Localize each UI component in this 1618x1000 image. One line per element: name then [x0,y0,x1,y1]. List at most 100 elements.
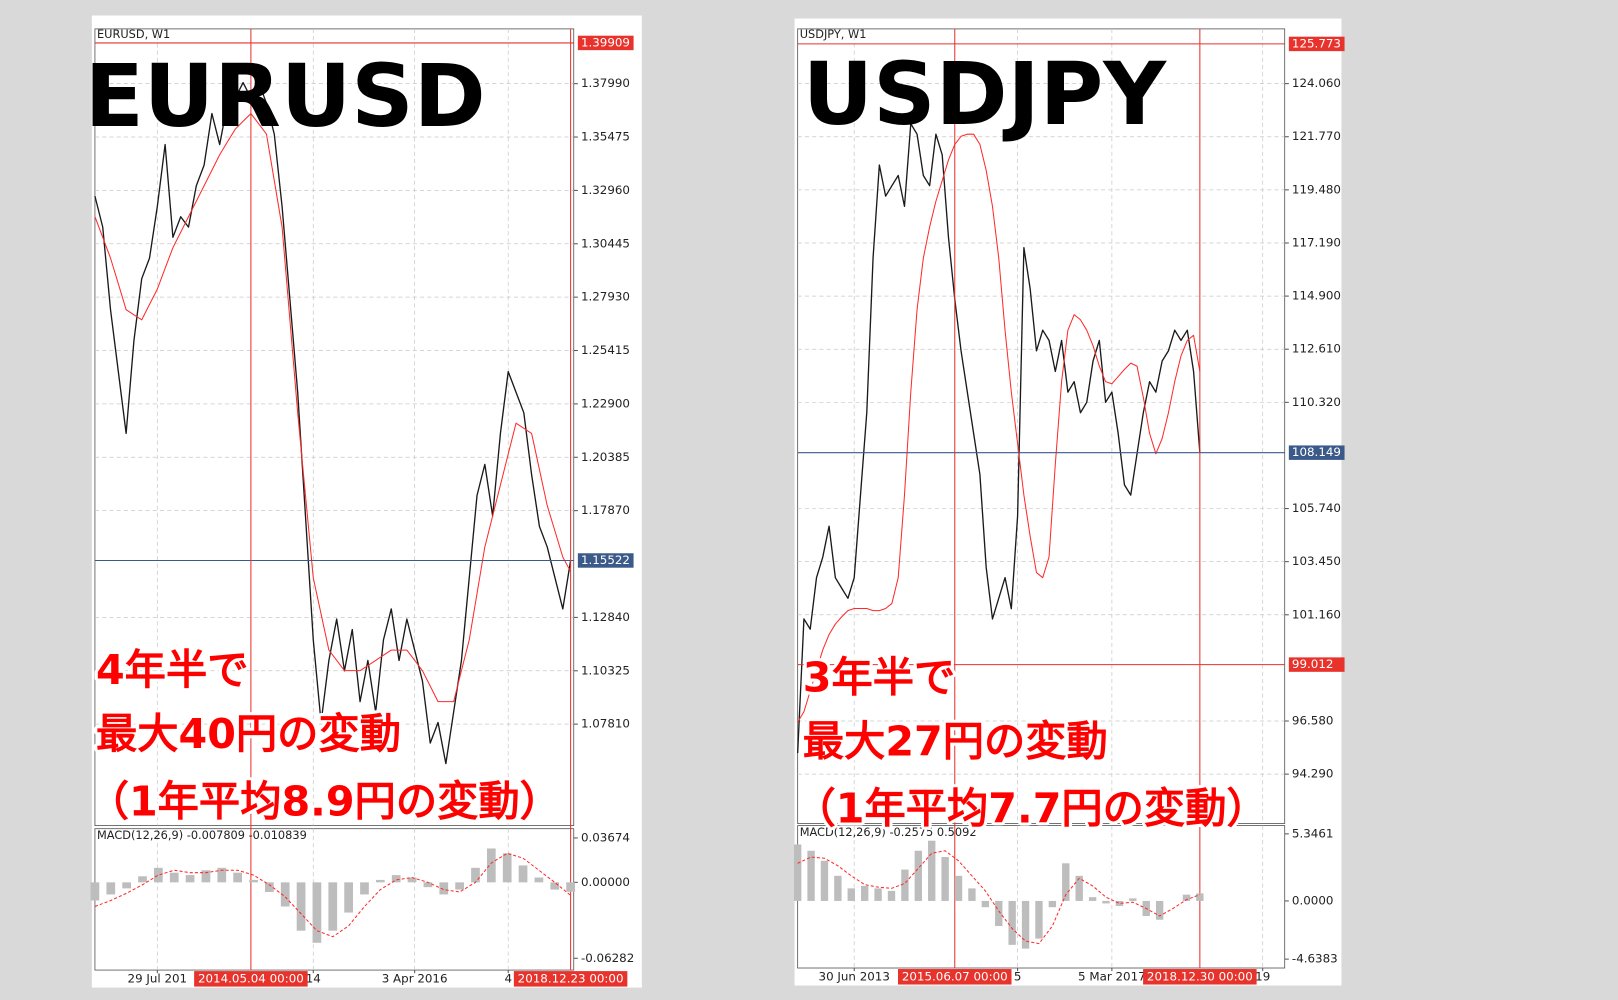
price-label: 125.773 [1292,36,1341,50]
y-tick-label: 0.03674 [581,830,630,844]
macd-bar [995,900,1003,927]
macd-bar [328,882,338,931]
price-label: 108.149 [1292,445,1341,459]
macd-bar [1008,900,1016,945]
price-label-box [577,35,634,51]
macd-bar [914,850,922,901]
macd-bar [233,872,242,883]
y-tick-label: 1.35475 [581,130,630,144]
macd-bar [296,882,306,931]
macd-bar [185,875,195,883]
y-tick-label: 1.07810 [581,717,630,731]
chart-title: EURUSD, W1 [97,27,170,41]
annotation: 4年半で [96,646,249,694]
y-tick-label: 121.770 [1292,129,1341,143]
macd-bar [217,867,227,883]
y-tick-label: 124.060 [1292,76,1341,90]
macd-bar [122,882,132,889]
x-tick-label: 5 Mar 2017 [1078,969,1146,983]
annotation: （1年平均8.9円の変動） [88,777,561,825]
macd-bar [887,890,896,901]
price-frame [797,28,1286,824]
date-label-box [898,969,1012,985]
macd-bar [201,870,211,883]
macd-bar [486,848,496,883]
macd-bar [820,860,829,901]
y-tick-label: -4.6383 [1292,952,1338,966]
macd-bar [1021,900,1030,949]
y-tick-label: 1.10325 [581,663,630,677]
y-tick-label: 1.27930 [581,290,630,304]
price-label: 99.012 [1292,657,1333,671]
date-label-box [194,971,308,987]
moving-average-line [797,133,1201,723]
macd-bar [534,877,544,883]
symbol-label: USDJPY [803,45,1167,145]
macd-bar [954,875,963,901]
macd-bar [1182,894,1191,901]
y-tick-label: 1.22900 [581,396,630,410]
y-tick-label: 114.900 [1292,289,1341,303]
macd-bar [834,875,842,901]
macd-bar [90,882,100,901]
y-tick-label: 1.25415 [581,343,630,357]
macd-bar [1102,900,1110,904]
chart: 124.060 121.770 119.480 117.190 114.900 112.6… [791,27,1345,985]
annotation: 3年半で [803,653,956,701]
y-tick-label: 119.480 [1292,182,1341,196]
macd-bar [941,857,949,901]
macd-bar [502,853,512,883]
macd-bar [1129,898,1137,901]
price-label-box [1288,36,1345,52]
macd-bar [106,882,116,895]
x-tick-label: 5 [1014,969,1022,983]
price-label: 1.15522 [581,553,630,567]
y-tick-label: 1.12840 [581,610,630,624]
macd-bar [981,900,990,908]
price-line [94,81,572,765]
y-tick-label: 105.740 [1292,501,1341,515]
price-label: 1.39909 [581,35,630,49]
moving-average-line [94,113,572,703]
macd-bar [1075,875,1083,901]
macd-signal-line [94,852,571,938]
y-tick-label: 1.32960 [581,183,630,197]
date-label: 2015.06.07 00:00 [902,969,1008,983]
symbol-label: EURUSD [85,47,486,147]
macd-bar [455,882,464,890]
annotation: 最大27円の変動 [803,717,1108,765]
macd-bar [138,876,147,883]
date-label: 2018.12.30 00:00 [1147,969,1253,983]
chart-title: USDJPY, W1 [800,27,867,41]
x-tick-label: 19 [1255,969,1270,983]
macd-bar [1196,893,1204,901]
macd-bar [1035,900,1043,939]
price-frame [94,28,575,827]
macd-bar [153,867,163,883]
y-tick-label: 1.30445 [581,236,630,250]
macd-bar [423,882,433,888]
y-tick-label: 103.450 [1292,554,1341,568]
macd-bar [249,879,258,883]
macd-bar [874,888,882,901]
macd-bar [344,882,353,913]
y-tick-label: 0.00000 [581,875,630,889]
macd-bar [407,877,417,883]
macd-bar [360,882,369,895]
date-label: 2014.05.04 00:00 [198,971,304,985]
macd-title: MACD(12,26,9) -0.007809 -0.010839 [97,828,307,842]
macd-bar [1155,900,1164,920]
macd-bar [375,879,385,883]
y-tick-label: 110.320 [1292,395,1341,409]
y-tick-label: 112.610 [1292,342,1341,356]
x-tick-label: 30 Jun 2013 [819,969,890,983]
macd-bar [471,867,480,883]
y-tick-label: 0.0000 [1292,893,1333,907]
annotation: （1年平均7.7円の変動） [795,784,1268,832]
price-label-box [1288,445,1345,460]
macd-bar [439,882,449,895]
chart-panel [794,18,1342,986]
x-tick-label: 4 [504,971,512,985]
y-tick-label: 1.17870 [581,503,630,517]
macd-bar [793,844,802,901]
